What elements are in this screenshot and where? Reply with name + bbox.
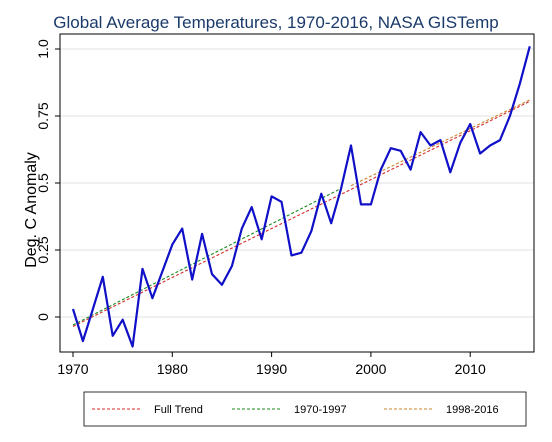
x-tick-label: 1970 [57,361,88,377]
x-tick-label: 1990 [256,361,287,377]
legend-label: 1998-2016 [446,404,499,416]
legend-label: 1970-1997 [294,404,347,416]
chart-title: Global Average Temperatures, 1970-2016, … [53,13,498,32]
x-tick-label: 1980 [157,361,188,377]
trend-line-1998-2016 [350,99,531,187]
plot-frame [59,33,535,353]
y-tick-label: 0.25 [35,236,51,263]
y-axis-label: Deg. C Anomaly [23,152,40,268]
y-tick-label: 0.5 [35,173,51,193]
y-tick-label: 1.0 [35,39,51,59]
series-layer [71,46,531,348]
x-tick-label: 2010 [455,361,486,377]
legend-label: Full Trend [154,404,203,416]
y-tick-label: 0.75 [35,102,51,129]
y-tick-label: 0 [35,313,51,321]
grid-layer [60,48,534,318]
legend: Full Trend 1970-1997 1998-2016 [83,391,527,427]
legend-box [83,391,527,427]
series-line-observed [71,46,531,348]
x-tick-label: 2000 [355,361,386,377]
axis-layer: 0 0.25 0.5 0.75 1.0 1970 1980 1990 2000 2010 [35,39,486,377]
